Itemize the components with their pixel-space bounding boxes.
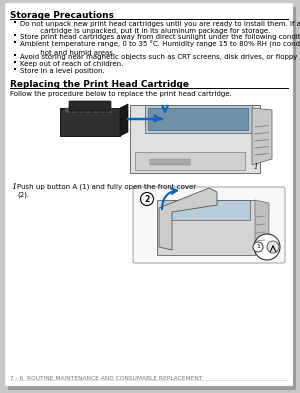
Circle shape [254, 234, 280, 260]
Text: 7 - 6  ROUTINE MAINTENANCE AND CONSUMABLE REPLACEMENT: 7 - 6 ROUTINE MAINTENANCE AND CONSUMABLE… [10, 376, 202, 381]
Bar [86, 108, 91, 113]
Text: 1: 1 [256, 244, 260, 250]
Polygon shape [60, 108, 120, 136]
FancyBboxPatch shape [133, 187, 285, 263]
Circle shape [267, 241, 279, 253]
Text: Storage Precautions: Storage Precautions [10, 11, 114, 20]
Bar [14, 41, 16, 43]
Bar [14, 34, 16, 36]
Bar [107, 108, 112, 113]
Bar [14, 54, 16, 56]
Bar [100, 108, 105, 113]
Text: Replacing the Print Head Cartridge: Replacing the Print Head Cartridge [10, 80, 189, 89]
Bar [72, 108, 77, 113]
Text: Store print head cartridges away from direct sunlight under the following condit: Store print head cartridges away from di… [20, 34, 300, 40]
Circle shape [140, 193, 154, 206]
Bar [93, 108, 98, 113]
Text: Push up button A (1) and fully open the front cover
(2).: Push up button A (1) and fully open the … [17, 183, 196, 198]
Polygon shape [162, 200, 250, 220]
Text: 1: 1 [11, 183, 16, 191]
Bar [150, 159, 190, 165]
Text: Store in a level position.: Store in a level position. [20, 68, 105, 74]
Polygon shape [148, 108, 248, 130]
Text: Keep out of reach of children.: Keep out of reach of children. [20, 61, 123, 67]
Bar [135, 152, 245, 170]
Text: Avoid storing near magnetic objects such as CRT screens, disk drives, or floppy : Avoid storing near magnetic objects such… [20, 54, 300, 60]
Circle shape [253, 242, 263, 252]
Bar [14, 68, 16, 70]
Polygon shape [159, 188, 217, 250]
Polygon shape [252, 108, 272, 165]
Text: 1: 1 [254, 163, 258, 171]
Polygon shape [130, 105, 260, 173]
Polygon shape [255, 200, 269, 250]
Polygon shape [120, 104, 128, 136]
Text: 2: 2 [144, 195, 150, 204]
Text: Ambient temperature range, 0 to 35 °C. Humidity range 15 to 80% RH (no condensat: Ambient temperature range, 0 to 35 °C. H… [20, 41, 300, 56]
Text: Follow the procedure below to replace the print head cartridge.: Follow the procedure below to replace th… [10, 91, 232, 97]
Bar [79, 108, 84, 113]
Polygon shape [157, 200, 255, 255]
FancyBboxPatch shape [69, 101, 111, 111]
Bar [14, 21, 16, 23]
Bar [65, 108, 70, 113]
Text: Do not unpack new print head cartridges until you are ready to install them. If : Do not unpack new print head cartridges … [20, 21, 300, 35]
Bar [14, 61, 16, 63]
Polygon shape [145, 105, 252, 133]
